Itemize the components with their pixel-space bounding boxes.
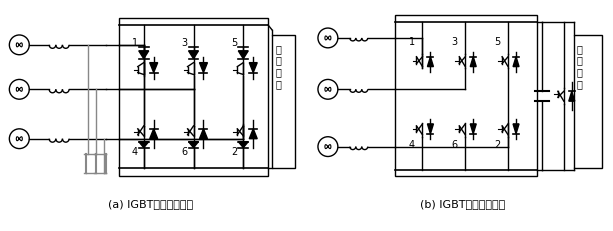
Text: 6: 6 — [181, 146, 188, 156]
Polygon shape — [427, 58, 433, 67]
Text: (a) IGBT电流型变流器: (a) IGBT电流型变流器 — [108, 198, 193, 208]
Text: 3: 3 — [181, 38, 188, 48]
Polygon shape — [238, 52, 248, 59]
Text: 2: 2 — [231, 146, 238, 156]
Bar — [272, 36, 295, 169]
Polygon shape — [189, 52, 199, 59]
Polygon shape — [199, 129, 207, 139]
Polygon shape — [249, 63, 257, 73]
Text: 6: 6 — [451, 139, 457, 149]
Text: 超
导
线
圈: 超 导 线 圈 — [275, 44, 281, 88]
Polygon shape — [199, 63, 207, 73]
Text: 5: 5 — [494, 37, 500, 47]
Polygon shape — [513, 58, 519, 67]
Text: 1: 1 — [408, 37, 414, 47]
Polygon shape — [139, 142, 149, 148]
Text: 2: 2 — [494, 139, 500, 149]
Polygon shape — [139, 52, 149, 59]
Polygon shape — [150, 129, 158, 139]
Polygon shape — [470, 58, 476, 67]
Polygon shape — [569, 92, 575, 102]
Bar — [119, 19, 268, 176]
Text: 超
导
线
圈: 超 导 线 圈 — [577, 44, 582, 88]
Polygon shape — [513, 124, 519, 134]
Polygon shape — [470, 124, 476, 134]
Text: 1: 1 — [132, 38, 138, 48]
Bar — [574, 36, 601, 169]
Text: (b) IGBT电压型变流器: (b) IGBT电压型变流器 — [420, 198, 505, 208]
Text: 4: 4 — [408, 139, 414, 149]
Polygon shape — [427, 124, 433, 134]
Polygon shape — [189, 142, 199, 148]
Text: 4: 4 — [132, 146, 138, 156]
Polygon shape — [249, 129, 257, 139]
Text: 3: 3 — [451, 37, 457, 47]
Text: 5: 5 — [231, 38, 238, 48]
Bar — [395, 16, 537, 176]
Polygon shape — [150, 63, 158, 73]
Polygon shape — [238, 142, 248, 148]
